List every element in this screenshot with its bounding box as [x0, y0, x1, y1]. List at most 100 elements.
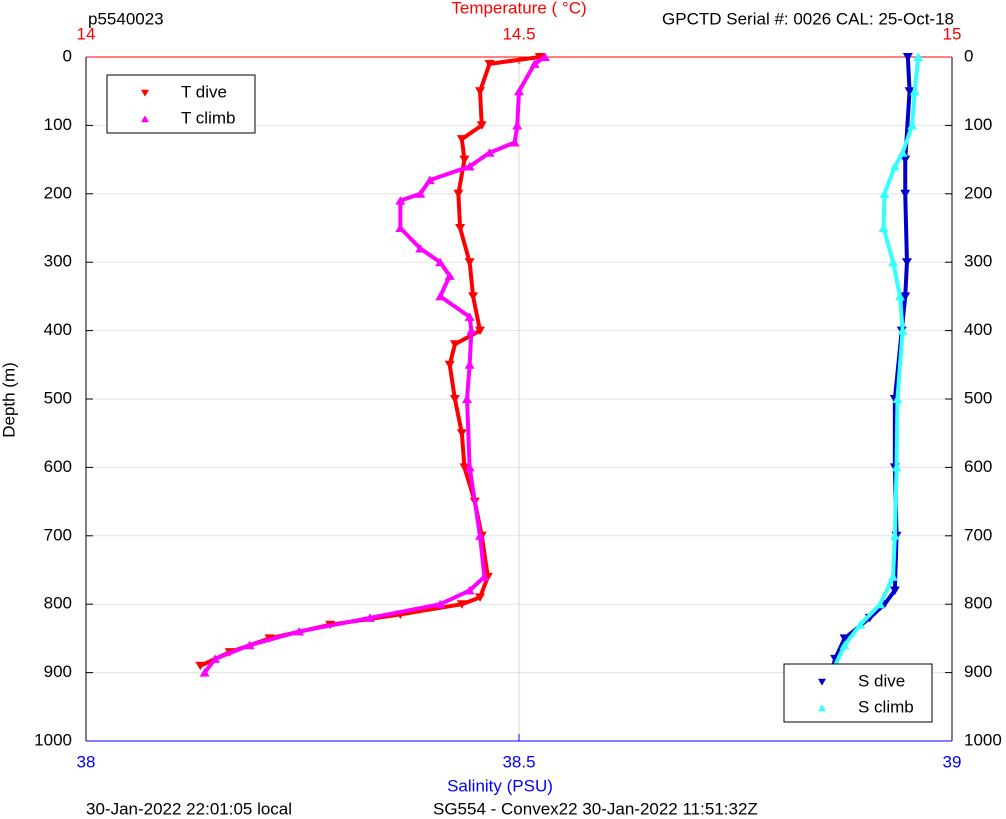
data-point	[365, 613, 376, 622]
data-point	[464, 462, 475, 472]
data-point	[889, 531, 900, 540]
data-point	[909, 86, 920, 96]
legend-label: T dive	[181, 82, 227, 101]
data-point	[415, 244, 426, 253]
y-tick-label: 900	[44, 662, 72, 681]
y-tick-label: 400	[44, 320, 72, 339]
data-point	[889, 586, 900, 596]
y2-tick-label: 200	[964, 183, 992, 202]
data-point	[888, 572, 899, 581]
y-tick-label: 200	[44, 183, 72, 202]
y2-tick-label: 1000	[964, 730, 1002, 749]
legend-box	[106, 74, 256, 134]
data-point	[475, 326, 486, 336]
data-point	[897, 326, 908, 335]
y2-tick-label: 700	[964, 525, 992, 544]
data-point	[475, 87, 486, 96]
data-point	[475, 531, 486, 540]
x2-tick-label: 15	[943, 24, 962, 43]
legend-marker	[818, 678, 826, 686]
data-point	[479, 572, 490, 581]
data-point	[839, 634, 850, 643]
data-point	[464, 360, 475, 369]
data-point	[900, 189, 911, 199]
data-point	[424, 175, 435, 185]
data-point	[879, 189, 890, 198]
data-point	[913, 52, 924, 61]
y2-tick-label: 300	[964, 252, 992, 271]
data-point	[484, 148, 495, 157]
data-point	[907, 120, 918, 130]
data-point	[459, 155, 470, 165]
data-point	[456, 600, 467, 609]
y-tick-label: 0	[63, 46, 72, 65]
data-point	[878, 223, 889, 232]
data-point	[897, 148, 908, 157]
legend-marker	[818, 704, 826, 712]
y-tick-label: 100	[44, 115, 72, 134]
data-point	[455, 224, 466, 233]
legend-label: S climb	[858, 697, 914, 716]
y-axis-label: Depth (m)	[0, 362, 18, 438]
legend-label: T climb	[181, 108, 235, 127]
data-point	[891, 462, 902, 472]
y-tick-label: 600	[44, 457, 72, 476]
data-point	[900, 155, 911, 165]
data-point	[889, 161, 900, 171]
footer-right: SG554 - Convex22 30-Jan-2022 11:51:32Z	[433, 799, 758, 818]
x2-axis-label: Temperature ( °C)	[451, 0, 586, 17]
data-point	[539, 52, 550, 61]
data-point	[444, 360, 455, 370]
x-tick-label: 38	[77, 752, 96, 771]
x-tick-label: 38.5	[502, 752, 535, 771]
data-point	[459, 463, 470, 472]
data-point	[435, 599, 446, 609]
data-point	[464, 161, 475, 171]
y2-tick-label: 400	[964, 320, 992, 339]
data-point	[466, 326, 477, 335]
data-point	[514, 86, 524, 96]
chart-subtitle: GPCTD Serial #: 0026 CAL: 25-Oct-18	[662, 9, 954, 28]
data-point	[901, 258, 912, 267]
data-point	[888, 257, 899, 267]
legend-label: S dive	[858, 671, 905, 690]
data-point	[509, 138, 520, 147]
data-point	[395, 196, 406, 205]
data-point	[464, 586, 475, 595]
x2-tick-label: 14.5	[502, 24, 535, 43]
y-tick-label: 300	[44, 252, 72, 271]
footer-left: 30-Jan-2022 22:01:05 local	[86, 799, 292, 818]
chart-title: p5540023	[88, 9, 164, 28]
data-point	[210, 654, 221, 663]
data-line	[829, 56, 912, 674]
y2-tick-label: 800	[964, 594, 992, 613]
data-point	[199, 668, 210, 677]
legend-box	[783, 663, 933, 723]
data-point	[900, 292, 911, 301]
y2-tick-label: 0	[964, 46, 973, 65]
data-point	[855, 620, 866, 629]
data-point	[534, 53, 545, 62]
y2-tick-label: 500	[964, 388, 992, 407]
data-point	[294, 627, 305, 636]
data-point	[468, 292, 479, 301]
y2-tick-label: 100	[964, 115, 992, 134]
data-point	[892, 394, 903, 403]
y-tick-label: 800	[44, 594, 72, 613]
x-axis-label: Salinity (PSU)	[447, 776, 553, 795]
y2-tick-label: 900	[964, 662, 992, 681]
data-point	[875, 599, 886, 609]
y-tick-label: 500	[44, 388, 72, 407]
data-point	[484, 59, 495, 69]
data-point	[464, 312, 475, 321]
data-point	[244, 640, 255, 650]
x-tick-label: 39	[943, 752, 962, 771]
data-point	[449, 395, 460, 404]
data-point	[839, 640, 850, 650]
data-point	[444, 271, 455, 280]
y-tick-label: 700	[44, 525, 72, 544]
data-point	[475, 593, 486, 602]
data-point	[453, 189, 464, 199]
